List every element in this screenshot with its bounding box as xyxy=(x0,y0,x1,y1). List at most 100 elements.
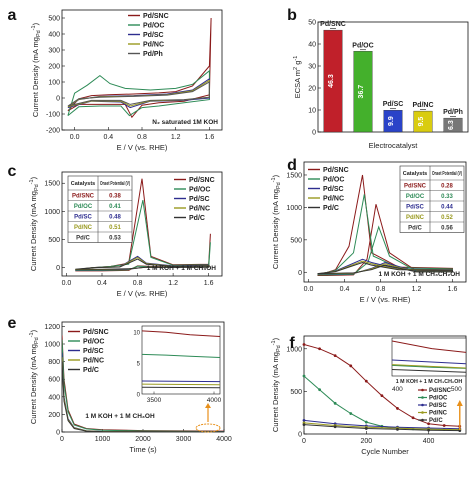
e-series-pd-oc xyxy=(62,339,224,432)
plot-frame xyxy=(303,161,467,283)
annotation: 1 M KOH + 1 M CH₃CH₂OH xyxy=(396,379,463,385)
f-inset-series-1 xyxy=(392,364,466,369)
table-cell-catalyst: Pd/OC xyxy=(74,204,93,210)
x-tick-label: 1.2 xyxy=(168,280,178,287)
bar-pd-nc xyxy=(413,110,433,133)
table-cell-catalyst: Pd/SC xyxy=(406,205,424,211)
bar-value-label: 6.3 xyxy=(448,120,455,130)
legend-label: Pd/C xyxy=(189,215,205,222)
f-point xyxy=(442,424,446,427)
f-point xyxy=(302,418,306,422)
a-series-pd-ph xyxy=(67,81,210,107)
y-axis-label-part: Current Density (mA mg xyxy=(31,37,40,117)
panel-f: 0 200 400 0 500 1000 Cycle Number Current Densi… xyxy=(271,335,467,456)
highlight-arrow-head xyxy=(205,403,211,408)
x-tick-label: 2000 xyxy=(135,436,151,443)
y-axis-label-part: ) xyxy=(29,329,38,332)
y-axis-label-part: -1 xyxy=(293,56,299,61)
f-point xyxy=(349,412,353,415)
legend-label: Pd/SC xyxy=(189,196,210,203)
table-cell-onset: 0.53 xyxy=(109,236,121,242)
f-point xyxy=(427,428,431,432)
y-tick-label: 500 xyxy=(48,16,60,23)
x-tick-label: 0.0 xyxy=(62,280,72,287)
y-tick-label: 300 xyxy=(48,48,60,55)
x-tick-label: 0 xyxy=(302,438,306,445)
bar-pd-ph xyxy=(443,117,463,133)
legend-marker xyxy=(421,396,424,399)
f-point xyxy=(396,407,399,410)
y-tick-label: 50 xyxy=(308,20,316,27)
y-axis-label-part: -1 xyxy=(271,340,277,345)
plot-frame xyxy=(303,335,467,435)
x-axis-label: E / V (vs. RHE) xyxy=(117,289,168,298)
f-series-pd-sc xyxy=(304,419,460,430)
f-point xyxy=(333,425,337,429)
annotation: N₂ saturated 1M KOH xyxy=(152,119,218,126)
y-tick-label: 800 xyxy=(48,359,60,366)
table-cell-onset: 0.52 xyxy=(441,215,453,221)
table-cell-onset: 0.28 xyxy=(441,184,453,190)
x-axis-label: E / V (vs. RHE) xyxy=(117,143,168,152)
inset-x-tick-label: 500 xyxy=(451,386,462,393)
table-header: Catalysts xyxy=(403,171,427,177)
x-tick-label: 0.8 xyxy=(137,134,147,141)
table-header: Catalysts xyxy=(71,181,95,187)
y-tick-label: 1000 xyxy=(44,209,60,216)
f-point xyxy=(364,420,368,424)
y-tick-label: 1000 xyxy=(44,342,60,349)
e-inset-series-2 xyxy=(142,380,220,383)
x-tick-label: 1.6 xyxy=(205,134,215,141)
table-cell-onset: 0.51 xyxy=(109,225,121,231)
legend-label: Pd/OC xyxy=(189,187,210,194)
x-tick-label: 200 xyxy=(360,438,372,445)
y-axis-label-part: ) xyxy=(271,337,280,340)
e-inset-series-0 xyxy=(142,330,220,337)
bar-pd-snc xyxy=(323,29,343,133)
panel-a: 0.0 0.4 0.8 1.2 1.6 -200 -100 0 100 200 300 400 500 E… xyxy=(8,7,223,152)
table-cell-catalyst: Pd/C xyxy=(408,226,422,232)
f-series-pd-nc xyxy=(304,422,460,431)
inset-y-tick-label: 0 xyxy=(137,393,141,399)
f-point xyxy=(411,416,415,420)
y-tick-label: 10 xyxy=(308,108,316,115)
annotation: 1 M KOH + 1 M CH₃OH xyxy=(85,413,155,420)
y-axis-label-part: ) xyxy=(31,22,40,25)
inset-y-tick-label: 10 xyxy=(133,331,140,337)
panel-label: c xyxy=(8,163,17,180)
y-axis-label-part: Pd xyxy=(276,182,282,189)
x-tick-label: 1.2 xyxy=(412,286,422,293)
legend-marker xyxy=(421,411,424,414)
e-inset-series-3 xyxy=(142,383,220,386)
inset-x-tick-label: 3500 xyxy=(147,397,162,404)
x-tick-label: 1.2 xyxy=(171,134,181,141)
inset-frame xyxy=(141,325,221,395)
table-cell-onset: 0.56 xyxy=(441,226,453,232)
legend-marker xyxy=(421,388,424,392)
legend-label: Pd/OC xyxy=(323,177,344,184)
x-tick-label: 0.8 xyxy=(376,286,386,293)
bar-value-label: 46.3 xyxy=(328,74,335,88)
plot-frame xyxy=(61,9,223,131)
panel-e: 0 1000 2000 3000 4000 0 200 400 600 800 1000 1200 Ti… xyxy=(8,315,232,454)
legend-label: Pd/SC xyxy=(323,186,344,193)
legend-label: Pd/NC xyxy=(429,411,448,417)
y-axis-label-part: Pd xyxy=(34,184,40,191)
legend-label: Pd/C xyxy=(429,418,443,424)
e-inset-series-4 xyxy=(142,386,220,389)
f-inset-series-0 xyxy=(392,340,466,353)
y-axis-label: Current Density (mA mgPd-1) xyxy=(29,176,40,271)
y-tick-label: 0 xyxy=(298,432,302,439)
x-tick-label: 3000 xyxy=(176,436,192,443)
legend-marker xyxy=(421,418,424,422)
inset-x-tick-label: 4000 xyxy=(207,397,222,404)
x-tick-label: 0 xyxy=(60,436,64,443)
x-tick-label: 0.0 xyxy=(304,286,314,293)
f-inset-series-2 xyxy=(392,359,466,365)
highlight-arrow-head xyxy=(456,400,463,406)
f-point xyxy=(302,343,306,346)
legend-label: Pd/SNC xyxy=(143,13,169,20)
y-tick-label: 20 xyxy=(308,86,316,93)
legend-label: Pd/C xyxy=(83,367,99,374)
x-tick-label: 0.8 xyxy=(133,280,143,287)
